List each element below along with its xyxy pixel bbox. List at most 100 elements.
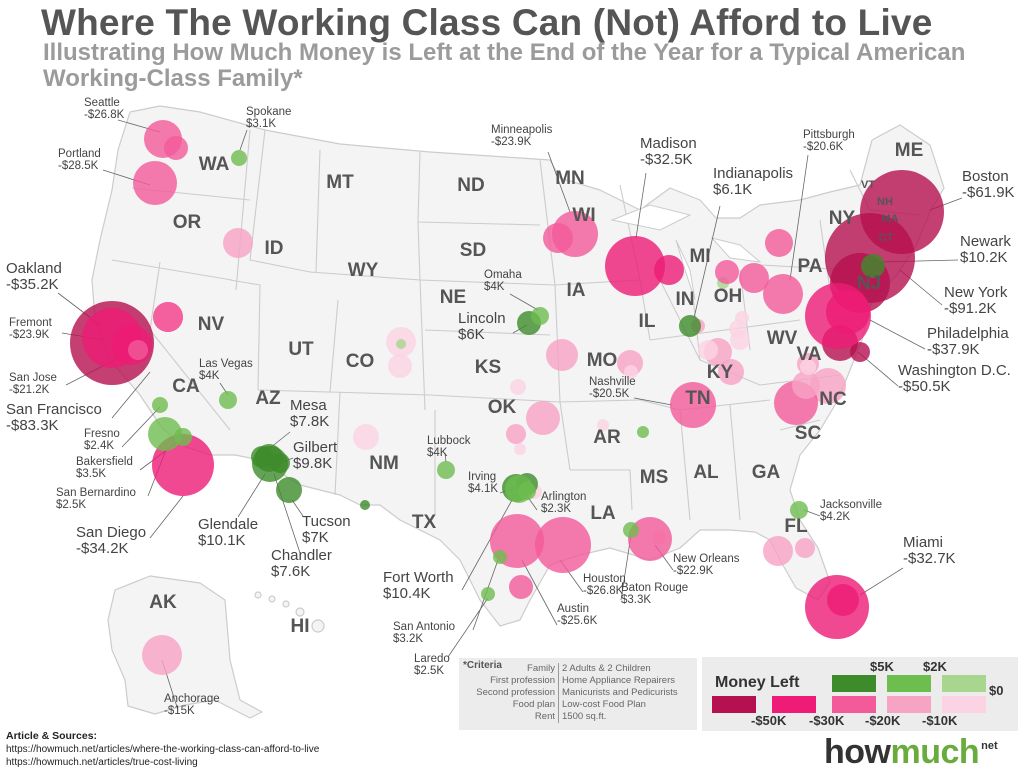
city-value-label: $7.8K xyxy=(290,413,329,430)
city-bubble-new-orleans xyxy=(628,517,672,561)
city-value-label: $4K xyxy=(427,447,448,459)
city-bubble-pittsburgh xyxy=(763,274,803,314)
state-label-id: ID xyxy=(265,238,284,259)
city-bubble-mesa xyxy=(251,446,273,468)
city-name-label: Baton Rouge xyxy=(621,582,688,594)
state-label-ct: CT xyxy=(879,232,894,244)
leader-line xyxy=(547,151,571,213)
city-value-label: $6.1K xyxy=(713,181,752,198)
city-value-label: $2.3K xyxy=(541,503,571,515)
sources-heading: Article & Sources: xyxy=(6,730,98,742)
city-name-label: Laredo xyxy=(414,653,450,665)
city-bubble-portland xyxy=(133,161,177,205)
state-label-ny: NY xyxy=(829,208,856,229)
city-bubble-pittsburgh xyxy=(765,229,793,257)
city-bubble xyxy=(763,536,793,566)
city-name-label: Miami xyxy=(903,534,943,551)
state-label-me: ME xyxy=(895,140,924,161)
city-name-label: Tucson xyxy=(302,513,351,530)
city-name-label: Pittsburgh xyxy=(803,129,855,141)
city-value-label: -$20.6K xyxy=(803,141,844,153)
city-bubble-philadelphia xyxy=(826,290,870,334)
city-bubble-minneapolis xyxy=(543,223,573,253)
state-label-ga: GA xyxy=(752,462,781,483)
city-name-label: San Antonio xyxy=(393,621,455,633)
criteria-row: Food plan Low-cost Food Plan xyxy=(459,699,681,711)
leader-line xyxy=(789,154,809,281)
city-value-label: -$91.2K xyxy=(944,300,997,317)
city-name-label: Lubbock xyxy=(427,435,471,447)
state-label-ca: CA xyxy=(172,376,200,397)
page-subtitle: Illustrating How Much Money is Left at t… xyxy=(43,39,966,92)
city-bubble-san-bernardino xyxy=(148,417,182,451)
city-name-label: Arlington xyxy=(541,491,586,503)
city-value-label: -$22.9K xyxy=(673,565,714,577)
city-bubble-nashville xyxy=(670,382,716,428)
city-value-label: $3.2K xyxy=(393,633,423,645)
city-value-label: -$35.2K xyxy=(6,276,59,293)
leader-line xyxy=(509,293,539,311)
city-name-label: New Orleans xyxy=(673,553,740,565)
state-label-tn: TN xyxy=(685,388,710,409)
source-link[interactable]: https://howmuch.net/articles/where-the-w… xyxy=(6,744,320,755)
legend-swatch-zero xyxy=(942,675,986,692)
leader-line xyxy=(121,406,161,448)
legend-label-plus-2k: $2K xyxy=(923,659,947,674)
city-value-label: $2.5K xyxy=(414,665,444,677)
legend-title: Money Left xyxy=(715,674,800,691)
state-label-wi: WI xyxy=(572,205,595,226)
city-name-label: Boston xyxy=(962,168,1009,185)
state-label-il: IL xyxy=(639,311,656,332)
city-name-label: San Francisco xyxy=(6,401,102,418)
page-title: Where The Working Class Can (Not) Afford… xyxy=(41,2,933,43)
city-value-label: -$28.5K xyxy=(58,160,99,172)
leader-line xyxy=(239,129,248,151)
city-value-label: $7K xyxy=(302,529,329,546)
legend-swatch-minus-30k xyxy=(772,696,816,713)
city-name-label: Newark xyxy=(960,233,1011,250)
city-name-label: Minneapolis xyxy=(491,124,553,136)
leader-line xyxy=(111,371,151,419)
city-value-label: $9.8K xyxy=(293,455,332,472)
source-link[interactable]: https://howmuch.net/articles/true-cost-l… xyxy=(6,757,198,768)
city-bubble-arlington xyxy=(518,482,536,500)
city-bubble-madison xyxy=(654,255,684,285)
city-name-label: Seattle xyxy=(84,97,120,109)
state-label-fl: FL xyxy=(784,516,808,537)
city-value-label: -$23.9K xyxy=(491,136,532,148)
legend-label-minus-20k: -$20K xyxy=(865,713,901,728)
city-value-label: -$61.9K xyxy=(962,184,1015,201)
city-value-label: $4.2K xyxy=(820,511,850,523)
state-label-sd: SD xyxy=(460,240,486,261)
leader-line xyxy=(521,559,558,626)
city-bubble-omaha xyxy=(531,307,549,325)
city-value-label: -$23.9K xyxy=(9,329,50,341)
city-bubble-chandler xyxy=(360,500,370,510)
state-label-tx: TX xyxy=(412,512,437,533)
city-name-label: San Jose xyxy=(9,372,57,384)
city-name-label: Bakersfield xyxy=(76,456,133,468)
city-bubble-indianapolis xyxy=(679,315,701,337)
state-label-co: CO xyxy=(346,351,375,372)
city-labels: Seattle-$26.8KPortland-$28.5KSpokane$3.1… xyxy=(6,97,1015,717)
city-name-label: Anchorage xyxy=(164,693,220,705)
city-bubble xyxy=(510,379,526,395)
city-bubble xyxy=(526,401,560,435)
city-bubble xyxy=(729,320,747,338)
city-value-label: -$26.8K xyxy=(583,585,624,597)
legend-swatch-plus-5k xyxy=(832,675,876,692)
leader-line xyxy=(693,205,721,319)
legend-swatch-plus-2k xyxy=(887,675,931,692)
city-value-label: $10.4K xyxy=(383,585,431,602)
state-label-wy: WY xyxy=(348,260,379,281)
city-bubble-pittsburgh xyxy=(715,260,739,284)
criteria-row: Second profession Manicurists and Pedicur… xyxy=(459,687,681,699)
city-bubble-lubbock xyxy=(437,461,455,479)
city-bubble xyxy=(624,365,638,379)
city-value-label: $7.6K xyxy=(271,563,310,580)
city-name-label: Fremont xyxy=(9,317,53,329)
state-label-pa: PA xyxy=(798,256,823,277)
hawaii-islands xyxy=(254,591,325,633)
city-value-label: $2.5K xyxy=(56,499,86,511)
